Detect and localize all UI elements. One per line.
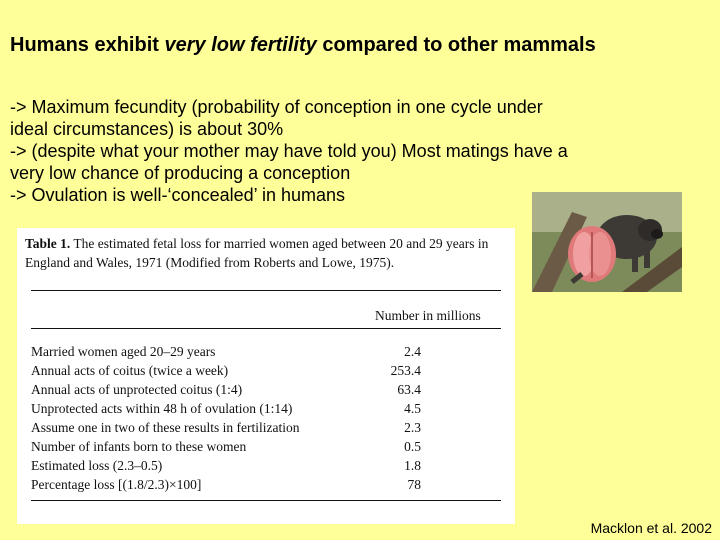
row-value: 253.4 <box>390 363 421 378</box>
row-label: Married women aged 20–29 years <box>31 344 216 359</box>
table-row: Married women aged 20–29 years 2.4 <box>31 342 501 361</box>
table-row: Estimated loss (2.3–0.5) 1.8 <box>31 456 501 475</box>
table-top-rule <box>31 290 501 291</box>
row-value: 2.4 <box>404 344 421 359</box>
bullet-line: -> (despite what your mother may have to… <box>10 141 568 161</box>
title-pre: Humans exhibit <box>10 34 165 56</box>
row-label: Annual acts of coitus (twice a week) <box>31 363 229 378</box>
caption-label: Table 1. <box>25 236 71 251</box>
title-post: compared to other mammals <box>316 34 596 56</box>
column-header: Number in millions <box>375 308 481 323</box>
row-value: 63.4 <box>397 382 421 397</box>
citation: Macklon et al. 2002 <box>590 520 712 536</box>
table-body: Married women aged 20–29 years 2.4 Annual… <box>31 342 501 494</box>
row-value: 2.3 <box>404 420 421 435</box>
row-label: Unprotected acts within 48 h of ovulatio… <box>31 401 293 416</box>
bullet-line: -> Ovulation is well-‘concealed’ in huma… <box>10 185 345 205</box>
row-label: Assume one in two of these results in fe… <box>31 420 300 435</box>
table-caption: Table 1. The estimated fetal loss for ma… <box>25 234 511 272</box>
row-value: 78 <box>407 477 422 492</box>
row-value: 4.5 <box>404 401 421 416</box>
table-row: Annual acts of unprotected coitus (1:4) 6… <box>31 380 501 399</box>
row-value: 0.5 <box>404 439 421 454</box>
fetal-loss-table: Table 1. The estimated fetal loss for ma… <box>17 228 515 524</box>
table-row: Number of infants born to these women 0.5 <box>31 437 501 456</box>
primate-photo <box>532 192 682 292</box>
title-emphasis: very low fertility <box>164 34 317 56</box>
table-row: Percentage loss [(1.8/2.3)×100] 78 <box>31 475 501 494</box>
bullet-line: ideal circumstances) is about 30% <box>10 119 284 139</box>
primate-illustration <box>532 192 682 292</box>
caption-text: The estimated fetal loss for married wom… <box>25 236 489 270</box>
row-label: Percentage loss [(1.8/2.3)×100] <box>31 477 202 492</box>
table-row: Unprotected acts within 48 h of ovulatio… <box>31 399 501 418</box>
table-header-rule <box>31 328 501 329</box>
row-label: Annual acts of unprotected coitus (1:4) <box>31 382 243 397</box>
bullet-line: -> Maximum fecundity (probability of con… <box>10 97 543 117</box>
table-bottom-rule <box>31 500 501 501</box>
bullet-list: -> Maximum fecundity (probability of con… <box>10 96 710 206</box>
row-label: Number of infants born to these women <box>31 439 247 454</box>
row-label: Estimated loss (2.3–0.5) <box>31 458 163 473</box>
slide-title: Humans exhibit very low fertility compar… <box>10 32 650 58</box>
row-value: 1.8 <box>404 458 421 473</box>
table-row: Annual acts of coitus (twice a week) 253.… <box>31 361 501 380</box>
table-row: Assume one in two of these results in fe… <box>31 418 501 437</box>
bullet-line: very low chance of producing a conceptio… <box>10 163 351 183</box>
